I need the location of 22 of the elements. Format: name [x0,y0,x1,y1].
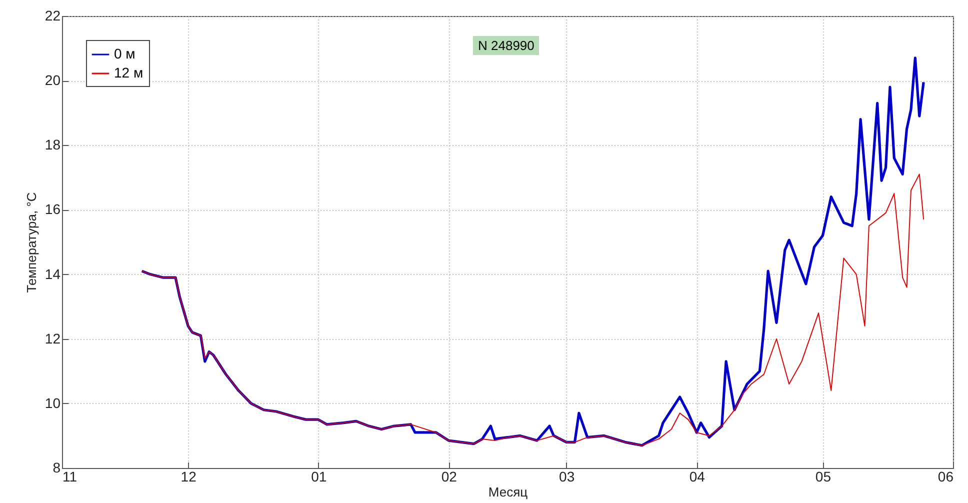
x-tick-label: 01 [311,468,327,484]
annotation: N 248990 [473,36,540,55]
x-tick-label: 12 [180,468,197,484]
y-tick-label: 20 [44,72,61,88]
x-tick-label: 06 [938,468,954,484]
y-tick-label: 16 [44,201,61,218]
x-tick-label: 04 [689,468,706,484]
x-tick-label: 03 [559,468,575,484]
x-axis-title: Месяц [488,484,528,500]
x-tick-label: 11 [62,468,78,484]
y-tick-label: 10 [44,394,61,411]
y-tick-label: 22 [44,8,61,24]
y-axis-title: Температура, °C [24,192,39,293]
y-tick-label: 12 [44,330,61,346]
legend-label: 12 м [114,64,144,80]
y-tick-label: 18 [44,136,61,153]
line-series [141,174,924,446]
y-tick-label: 8 [52,460,61,476]
y-tick-label: 14 [44,266,61,282]
x-tick-label: 02 [441,468,458,484]
legend-label: 0 м [114,46,136,62]
x-tick-label: 05 [815,468,832,484]
